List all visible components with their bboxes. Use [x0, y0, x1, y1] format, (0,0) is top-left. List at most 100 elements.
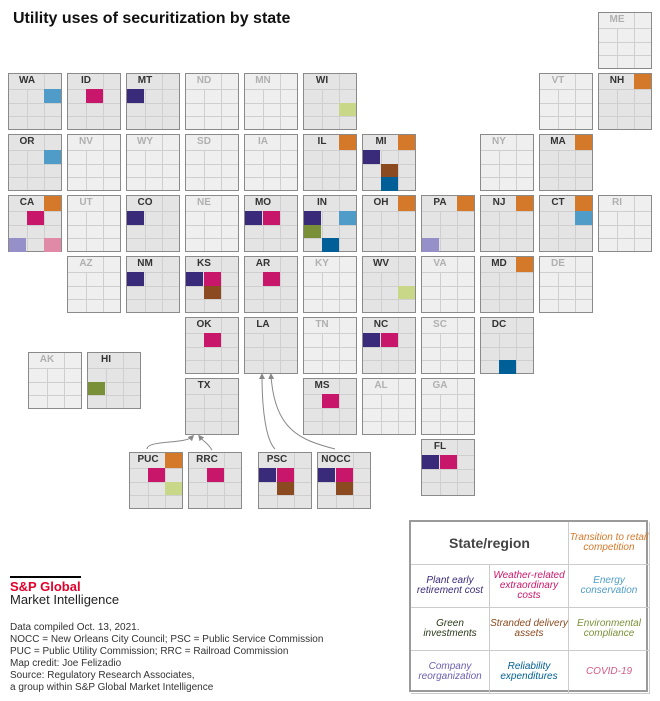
note: Source: Regulatory Research Associates, — [10, 670, 195, 681]
state-label: KS — [197, 258, 211, 269]
gridline — [245, 299, 297, 300]
gridline — [422, 421, 474, 422]
gridline — [363, 238, 415, 239]
state-label: CA — [19, 197, 35, 208]
use-cell-env — [165, 481, 182, 495]
use-cell-plant — [127, 211, 144, 225]
gridline — [68, 150, 120, 151]
gridline — [398, 257, 399, 312]
gridline — [85, 211, 87, 251]
note: Data compiled Oct. 13, 2021. — [10, 622, 140, 633]
gridline — [186, 177, 238, 178]
gridline — [321, 272, 323, 312]
tile-nm: NM — [126, 256, 180, 313]
gridline — [186, 224, 238, 226]
use-cell-plant — [259, 468, 276, 482]
tile-ga: GA — [421, 378, 475, 435]
gridline — [68, 272, 120, 273]
tile-al: AL — [362, 378, 416, 435]
use-cell-plant — [318, 468, 335, 482]
note: Map credit: Joe Felizadio — [10, 658, 122, 669]
tile-tx: TX — [185, 378, 239, 435]
gridline — [353, 453, 354, 508]
gridline — [127, 163, 179, 165]
state-label: CT — [551, 197, 565, 208]
gridline — [422, 394, 474, 395]
gridline — [380, 394, 382, 434]
tile-psc: PSC — [258, 452, 312, 509]
gridline — [68, 285, 120, 287]
use-cell-weather — [203, 333, 221, 347]
gridline — [516, 135, 517, 190]
use-cell-weather — [439, 455, 457, 469]
gridline — [85, 272, 87, 312]
gridline — [422, 224, 474, 226]
gridline — [481, 299, 533, 300]
use-cell-weather — [262, 272, 280, 286]
state-label: MT — [137, 75, 153, 86]
use-cell-transition — [457, 196, 474, 211]
tile-nocc: NOCC — [317, 452, 371, 509]
state-label: VA — [433, 258, 447, 269]
arrow-puc-tx — [146, 434, 195, 450]
gridline — [422, 346, 474, 348]
gridline — [321, 150, 323, 190]
gridline — [224, 453, 225, 508]
gridline — [481, 333, 533, 334]
use-cell-covid — [44, 238, 61, 252]
tile-ca: CA — [8, 195, 62, 252]
gridline — [439, 455, 441, 495]
tile-ne: NE — [185, 195, 239, 252]
state-label: NH — [609, 75, 625, 86]
state-label: SC — [433, 319, 447, 330]
state-label: NE — [197, 197, 211, 208]
gridline — [189, 495, 241, 496]
gridline — [103, 257, 104, 312]
tile-oh: OH — [362, 195, 416, 252]
state-label: AK — [39, 354, 55, 365]
gridline — [165, 453, 166, 508]
gridline — [186, 211, 238, 212]
gridline — [481, 346, 533, 348]
state-label: MO — [254, 197, 272, 208]
gridline — [481, 285, 533, 287]
legend: State/region Transition to retail compet… — [409, 520, 650, 694]
gridline — [68, 116, 120, 117]
state-label: WI — [315, 75, 329, 86]
gridline — [363, 421, 415, 422]
gridline — [575, 74, 576, 129]
gridline — [280, 318, 281, 373]
use-cell-transition — [398, 196, 415, 211]
state-label: MN — [255, 75, 271, 86]
gridline — [262, 272, 264, 312]
gridline — [616, 89, 618, 129]
gridline — [363, 346, 415, 348]
gridline — [245, 360, 297, 361]
gridline — [46, 368, 48, 408]
gridline — [162, 135, 163, 190]
gridline — [634, 13, 635, 68]
gridline — [304, 421, 356, 422]
gridline — [363, 211, 415, 212]
legend-env: Environmental compliance — [569, 608, 650, 651]
gridline — [280, 257, 281, 312]
use-cell-stranded — [276, 481, 294, 495]
gridline — [26, 150, 28, 190]
gridline — [616, 28, 618, 68]
arrow-psc-la — [259, 373, 276, 450]
tile-wv: WV — [362, 256, 416, 313]
use-cell-plant — [127, 89, 144, 103]
tile-nj: NJ — [480, 195, 534, 252]
gridline — [634, 196, 635, 251]
gridline — [26, 211, 28, 251]
gridline — [68, 211, 120, 212]
tile-rrc: RRC — [188, 452, 242, 509]
gridline — [304, 150, 356, 151]
tile-co: CO — [126, 195, 180, 252]
tile-la: LA — [244, 317, 298, 374]
tile-wy: WY — [126, 134, 180, 191]
tile-nh: NH — [598, 73, 652, 130]
gridline — [398, 196, 399, 251]
state-label: VT — [551, 75, 565, 86]
state-label: PUC — [137, 454, 159, 465]
